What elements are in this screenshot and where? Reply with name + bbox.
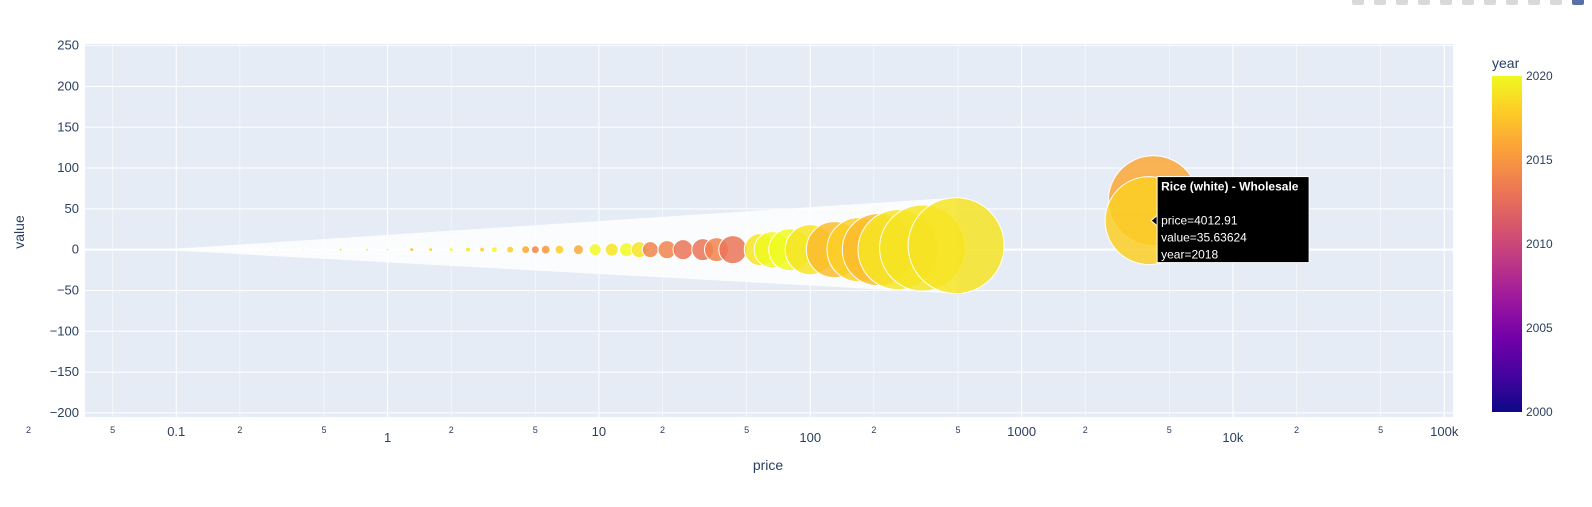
x-tick-label-minor: 2 — [871, 425, 876, 435]
x-tick-label-major: 100 — [799, 430, 821, 445]
camera-icon[interactable] — [1352, 0, 1364, 5]
lasso-select-icon[interactable] — [1418, 0, 1430, 5]
y-tick-label: 0 — [72, 242, 79, 257]
x-axis-ticks: 0.1 1 10 100 1000 10k 100k 2 5 2 5 2 5 2 5 2 5 2 5 2 5 — [26, 424, 1459, 445]
colorbar-tick-label: 2010 — [1526, 237, 1553, 251]
y-tick-label: 200 — [57, 78, 79, 93]
bubble-point[interactable] — [490, 246, 498, 254]
hover-line-price: price=4012.91 — [1161, 214, 1238, 228]
bubble-point[interactable] — [506, 245, 515, 254]
x-tick-label-major: 10k — [1222, 430, 1243, 445]
y-tick-label: 250 — [57, 38, 79, 53]
bubble-point[interactable] — [530, 245, 540, 255]
colorbar-ticks: 2000 2005 2010 2015 2020 — [1526, 69, 1553, 419]
reset-axes-icon[interactable] — [1528, 0, 1540, 5]
x-tick-label-minor: 2 — [1083, 425, 1088, 435]
bubble-point[interactable] — [479, 246, 486, 253]
bubble-trail — [176, 197, 957, 294]
bubble-point[interactable] — [409, 247, 415, 253]
x-tick-label-major: 1 — [384, 430, 391, 445]
bubble-point[interactable] — [365, 247, 370, 252]
bubble-point[interactable] — [338, 247, 343, 252]
hover-box — [1156, 176, 1310, 264]
x-tick-label-minor: 5 — [1378, 425, 1383, 435]
bubble-point[interactable] — [554, 244, 565, 255]
bubble-point[interactable] — [718, 235, 748, 265]
x-tick-label-minor: 2 — [1294, 425, 1299, 435]
bubble-point[interactable] — [641, 241, 659, 259]
bubble-point[interactable] — [604, 242, 619, 257]
hover-title: Rice (white) - Wholesale — [1161, 180, 1299, 194]
bubble-point[interactable] — [464, 246, 471, 253]
y-tick-label: 100 — [57, 160, 79, 175]
y-tick-label: 50 — [65, 201, 79, 216]
x-axis-title: price — [753, 457, 784, 473]
y-tick-label: −50 — [57, 282, 79, 297]
y-tick-label: −150 — [50, 364, 79, 379]
pan-icon[interactable] — [1396, 0, 1408, 5]
hover-tooltip: Rice (white) - Wholesale price=4012.91 v… — [1150, 176, 1310, 264]
x-tick-label-minor: 2 — [237, 425, 242, 435]
data-points[interactable] — [275, 155, 1199, 295]
x-tick-label-minor: 5 — [110, 425, 115, 435]
gridlines — [28, 44, 1453, 417]
hover-line-value: value=35.63624 — [1161, 231, 1247, 245]
bubble-point[interactable] — [588, 243, 602, 257]
zoom-icon[interactable] — [1374, 0, 1386, 5]
y-tick-label: 150 — [57, 119, 79, 134]
x-tick-label-major: 1000 — [1007, 424, 1036, 439]
bubble-point[interactable] — [428, 247, 434, 253]
zoom-out-icon[interactable] — [1484, 0, 1496, 5]
x-tick-label-minor: 2 — [449, 425, 454, 435]
box-select-icon[interactable] — [1440, 0, 1452, 5]
x-tick-label-major: 100k — [1430, 424, 1459, 439]
modebar[interactable] — [1352, 0, 1584, 10]
colorbar-title: year — [1492, 55, 1520, 71]
bubble-point[interactable] — [907, 197, 1005, 295]
bubble-trail-shape — [176, 197, 957, 294]
y-tick-label: −100 — [50, 323, 79, 338]
bubble-point[interactable] — [385, 247, 390, 252]
autoscale-icon[interactable] — [1506, 0, 1518, 5]
x-tick-label-minor: 5 — [955, 425, 960, 435]
bubble-point[interactable] — [448, 247, 454, 253]
x-tick-label-minor: 5 — [744, 425, 749, 435]
y-axis-ticks: −200 −150 −100 −50 0 50 100 150 200 250 — [50, 38, 79, 420]
bubble-point[interactable] — [540, 244, 551, 255]
colorbar-tick-label: 2005 — [1526, 321, 1553, 335]
bubble-point[interactable] — [572, 244, 584, 256]
y-tick-label: −200 — [50, 405, 79, 420]
bubble-point[interactable] — [301, 248, 305, 252]
hover-line-year: year=2018 — [1161, 248, 1218, 262]
x-tick-label-major: 10 — [592, 424, 606, 439]
colorbar-tick-label: 2000 — [1526, 405, 1553, 419]
x-tick-label-minor: 5 — [533, 425, 538, 435]
x-tick-label-minor: 2 — [660, 425, 665, 435]
x-tick-label-minor: 5 — [1167, 425, 1172, 435]
plotly-logo-icon[interactable] — [1572, 0, 1584, 5]
colorbar-tick-label: 2015 — [1526, 153, 1553, 167]
colorbar-tick-label: 2020 — [1526, 69, 1553, 83]
y-axis-title: value — [11, 215, 27, 249]
bubble-point[interactable] — [521, 245, 531, 255]
colorbar-gradient — [1492, 76, 1522, 412]
x-tick-label-minor: 5 — [321, 425, 326, 435]
toggle-spike-lines-icon[interactable] — [1550, 0, 1562, 5]
zoom-in-icon[interactable] — [1462, 0, 1474, 5]
x-tick-label-major: 0.1 — [167, 424, 185, 439]
colorbar: year 2000 2005 2010 2015 2020 — [1492, 55, 1553, 419]
x-tick-label-minor: 2 — [26, 425, 31, 435]
bubble-point[interactable] — [672, 239, 694, 261]
bubble-point[interactable] — [275, 248, 279, 252]
